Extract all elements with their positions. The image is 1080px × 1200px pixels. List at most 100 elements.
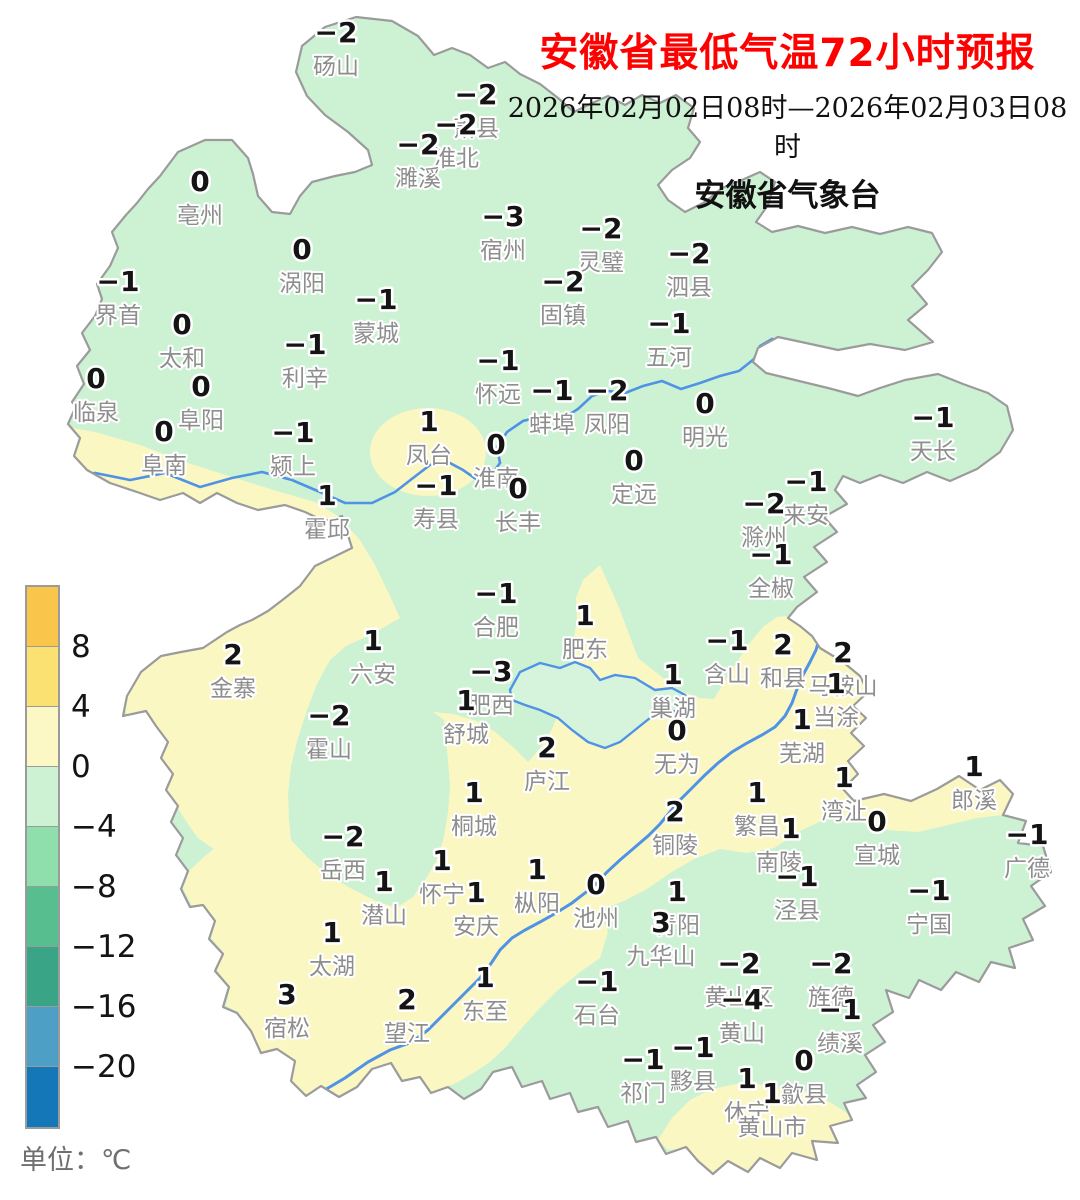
station-temp: 1 — [322, 916, 341, 949]
station-temp: −1 — [750, 538, 793, 571]
station-name: 明光 — [682, 425, 728, 451]
legend-segment — [27, 767, 58, 827]
station-name: 肥东 — [562, 637, 608, 663]
station-temp: 3 — [277, 978, 296, 1011]
station-name: 歙县 — [781, 1082, 827, 1108]
station-name: 祁门 — [620, 1081, 666, 1107]
province-area — [68, 17, 1051, 1174]
station-temp: −2 — [810, 947, 853, 980]
station-temp: 1 — [762, 1077, 781, 1110]
station-temp: 0 — [172, 308, 191, 341]
legend-segment — [27, 887, 58, 947]
station-temp: −1 — [475, 577, 518, 610]
legend-segment — [27, 587, 58, 647]
station-name: 铜陵 — [652, 833, 698, 859]
station-temp: 0 — [508, 472, 527, 505]
station-temp: −1 — [819, 993, 862, 1026]
station-name: 和县 — [760, 666, 806, 692]
station-name: 休宁 — [724, 1100, 770, 1126]
station-temp: 1 — [419, 405, 438, 438]
station-temp: −1 — [477, 344, 520, 377]
station-temp: 1 — [317, 479, 336, 512]
station-name: 淮南 — [473, 466, 519, 492]
station-temp: −1 — [284, 328, 327, 361]
station-name: 无为 — [654, 752, 700, 778]
station-name: 固镇 — [540, 303, 586, 329]
station-temp: −1 — [785, 465, 828, 498]
station-name: 滁州 — [741, 525, 787, 551]
legend-tick: −20 — [71, 1049, 137, 1085]
station-temp: 0 — [586, 868, 605, 901]
station-temp: −3 — [482, 200, 525, 233]
station-name: 利辛 — [282, 366, 328, 392]
province-border — [66, 15, 1053, 1176]
station-name: 太湖 — [309, 954, 355, 980]
station-name: 五河 — [646, 345, 692, 371]
station-name: 芜湖 — [779, 741, 825, 767]
station-temp: 1 — [466, 876, 485, 909]
station-temp: −1 — [908, 874, 951, 907]
station-name: 黟县 — [670, 1069, 716, 1095]
station-temp: −1 — [415, 469, 458, 502]
station-temp: −1 — [355, 283, 398, 316]
station-temp: 0 — [86, 362, 105, 395]
station-name: 巢湖 — [650, 696, 696, 722]
station-name: 舒城 — [443, 722, 489, 748]
station-temp: 0 — [624, 444, 643, 477]
station-temp: 1 — [374, 865, 393, 898]
station-name: 凤台 — [406, 443, 452, 469]
station-temp: −1 — [1006, 818, 1049, 851]
station-temp: 0 — [867, 805, 886, 838]
station-name: 黄山区 — [705, 985, 774, 1011]
station-name: 马鞍山 — [809, 674, 878, 700]
legend-tick: 4 — [71, 689, 91, 725]
station-name: 含山 — [704, 662, 750, 688]
station-name: 怀宁 — [419, 882, 465, 908]
station-temp: −2 — [308, 699, 351, 732]
station-name: 黄山 — [719, 1021, 765, 1047]
station-name: 广德 — [1004, 856, 1050, 882]
station-temp: −2 — [397, 128, 440, 161]
station-name: 繁昌 — [734, 814, 780, 840]
station-name: 青阳 — [654, 913, 700, 939]
station-temp: −2 — [586, 374, 629, 407]
station-temp: −1 — [97, 265, 140, 298]
station-name: 桐城 — [451, 814, 497, 840]
legend-segment — [27, 827, 58, 887]
station-name: 界首 — [95, 303, 141, 329]
station-name: 东至 — [462, 999, 508, 1025]
station-name: 太和 — [159, 346, 205, 372]
station-temp: 1 — [475, 961, 494, 994]
station-temp: 1 — [456, 684, 475, 717]
station-temp: 0 — [695, 387, 714, 420]
station-name: 当涂 — [813, 705, 859, 731]
station-name: 岳西 — [320, 858, 366, 884]
station-name: 怀远 — [475, 382, 521, 408]
station-name: 来安 — [783, 503, 829, 529]
station-name: 金寨 — [210, 676, 256, 702]
station-name: 霍山 — [306, 737, 352, 763]
station-name: 湾沚 — [821, 799, 867, 825]
station-temp: 2 — [665, 795, 684, 828]
station-name: 亳州 — [177, 203, 223, 229]
station-name: 潜山 — [361, 903, 407, 929]
station-name: 凤阳 — [584, 412, 630, 438]
station-name: 六安 — [350, 662, 396, 688]
yangtze-river — [322, 621, 822, 1093]
station-temp: 1 — [737, 1062, 756, 1095]
station-temp: −2 — [668, 237, 711, 270]
station-name: 长丰 — [495, 510, 541, 536]
station-temp: −1 — [648, 307, 691, 340]
legend-segment — [27, 1007, 58, 1067]
legend-segment — [27, 707, 58, 767]
station-name: 霍邱 — [304, 517, 350, 543]
station-name: 濉溪 — [395, 166, 441, 192]
station-temp: 0 — [486, 428, 505, 461]
station-temp: 2 — [773, 628, 792, 661]
station-name: 望江 — [384, 1021, 430, 1047]
station-name: 涡阳 — [279, 271, 325, 297]
station-temp: −1 — [912, 401, 955, 434]
